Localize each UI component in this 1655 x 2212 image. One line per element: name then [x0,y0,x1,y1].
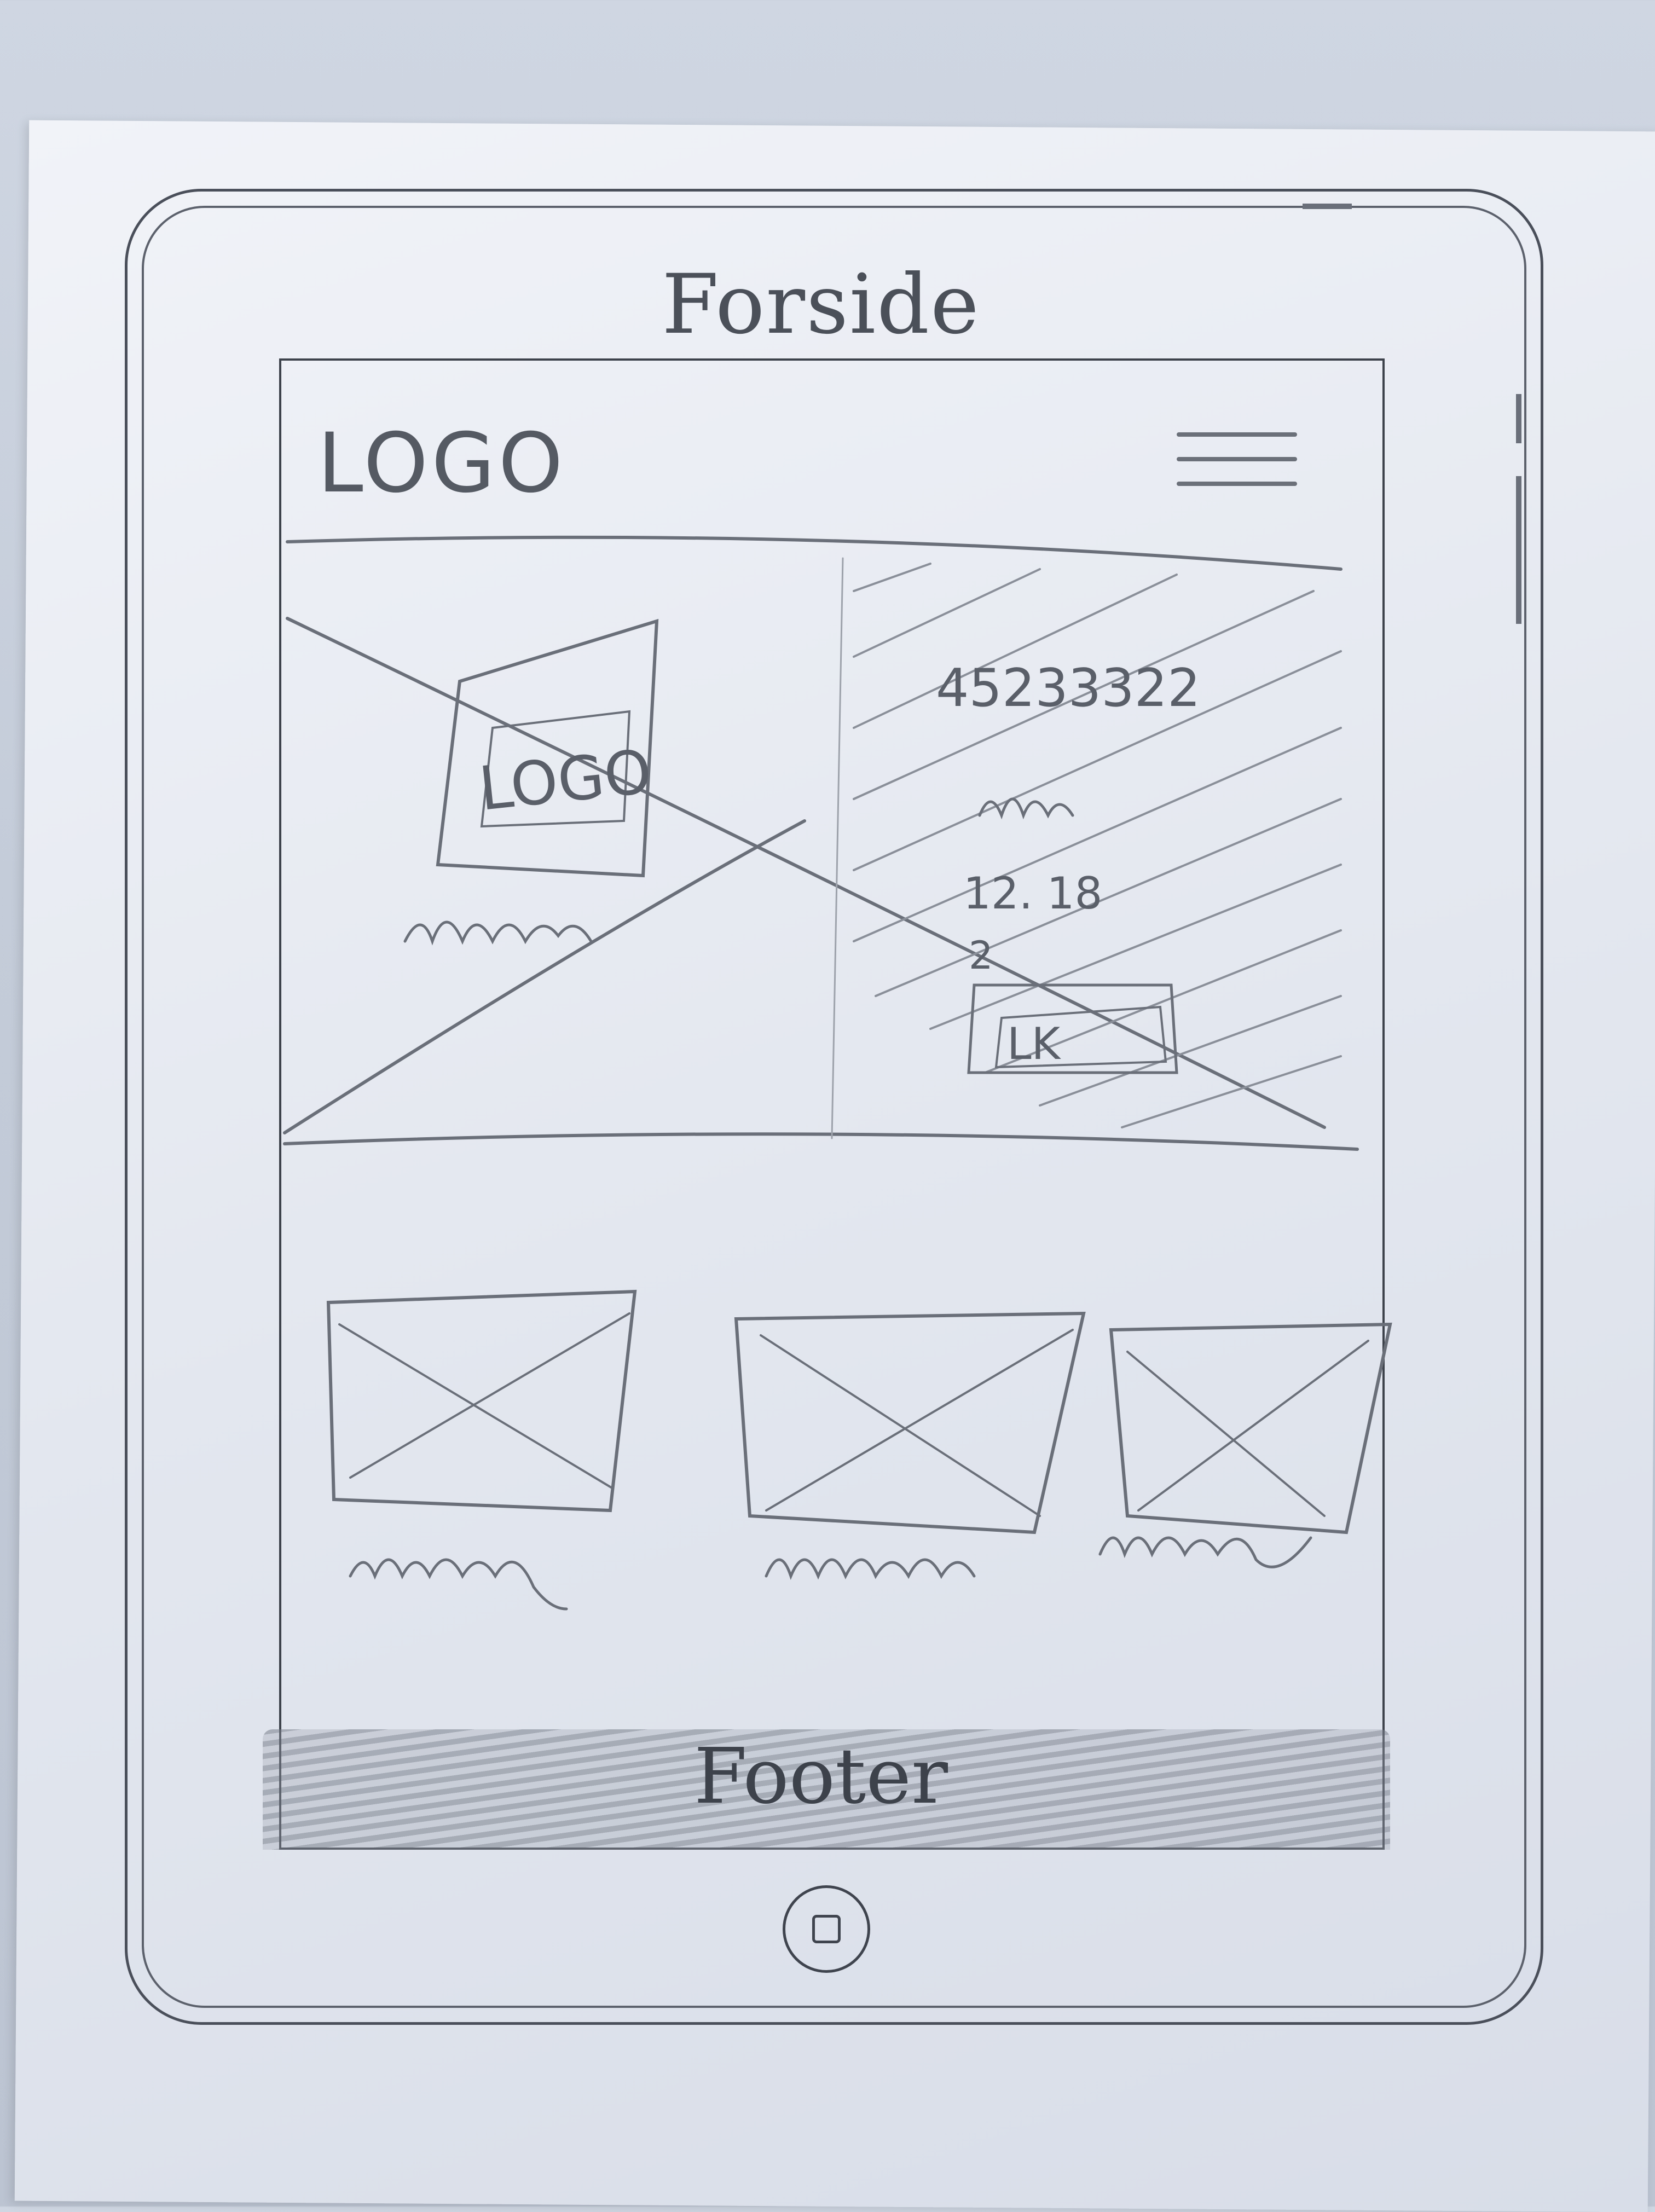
card-3-caption [1098,1536,1312,1568]
tablet-top-button [1303,204,1352,209]
footer-bar [263,1729,1390,1850]
page-title: Forside [662,257,980,352]
footer-label[interactable]: Footer [693,1732,948,1821]
hero-logo-label: LOGO [476,737,655,824]
card-1-caption [349,1558,568,1611]
card-2-caption [765,1558,976,1580]
hero-button-label[interactable]: LK [1007,1018,1062,1069]
card-3-image-placeholder-icon [1109,1322,1392,1534]
tablet-frame [125,189,1543,2025]
hero-info-number: 45233322 [936,658,1201,719]
card-2-image-placeholder-icon [734,1311,1086,1534]
header-logo[interactable]: LOGO [317,416,566,511]
hero-button-outline [967,983,1178,1074]
hero-image-placeholder-icon [283,617,1326,1134]
tablet-volume-button [1516,476,1521,624]
tablet-side-button [1516,394,1521,443]
hero-info-extra: 2 [969,933,993,978]
hero-info-panel-hatching [853,563,1342,1128]
home-button-icon[interactable] [783,1885,870,1973]
hamburger-menu-icon[interactable] [1177,427,1297,509]
hero-logo-caption [403,920,593,946]
card-1-image-placeholder-icon [326,1289,637,1513]
hero-info-times: 12. 18 [963,868,1102,919]
home-square-icon [812,1915,841,1943]
tablet-bezel [142,206,1526,2008]
hero-logo-box [436,618,659,878]
header-divider [286,535,1342,571]
hero-divider [283,1132,1359,1151]
hero-info-text [978,797,1074,820]
